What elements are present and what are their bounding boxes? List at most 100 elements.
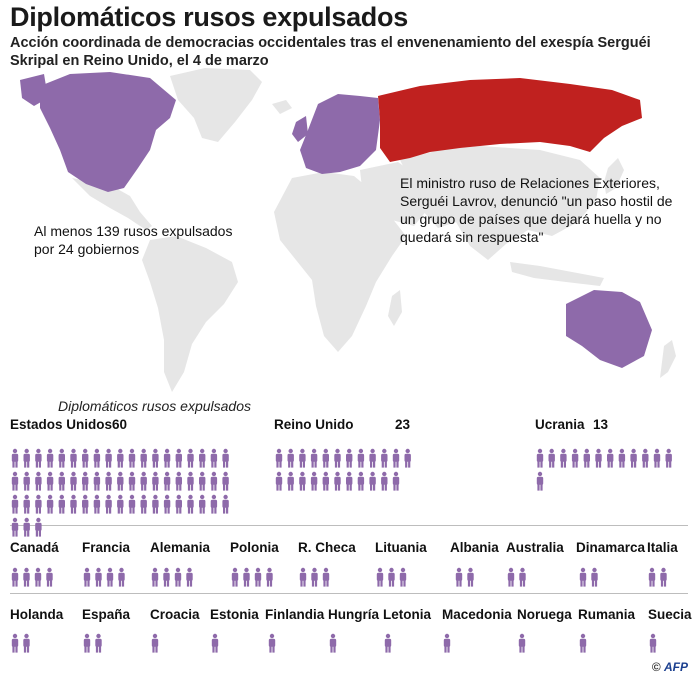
country-label: Suecia: [648, 607, 692, 622]
chart-title: Diplomáticos rusos expulsados: [10, 2, 408, 32]
afp-logo: AFP: [664, 660, 688, 674]
europe-shape: [300, 94, 380, 174]
diplomat-figure: [199, 471, 206, 491]
diplomat-figure: [175, 448, 182, 468]
country-label: Alemania: [150, 540, 211, 555]
country-label: Reino Unido: [274, 417, 354, 432]
diplomat-figure: [152, 471, 159, 491]
diplomat-figure: [117, 471, 124, 491]
country-label: Polonia: [230, 540, 279, 555]
diplomat-figure: [151, 567, 159, 587]
diplomat-figure: [128, 471, 136, 491]
diplomat-figure: [118, 567, 125, 587]
diplomat-figure: [11, 633, 19, 653]
diplomat-figure: [187, 494, 194, 514]
diplomat-figure: [346, 471, 353, 491]
diplomat-figure: [163, 567, 170, 587]
indonesia-shape: [510, 262, 604, 286]
diplomat-figure: [299, 471, 306, 491]
country-label: Hungría: [328, 607, 380, 622]
diplomat-figure: [163, 471, 171, 491]
country-label: Estonia: [210, 607, 259, 622]
diplomat-figure: [140, 471, 147, 491]
diplomat-figure: [310, 471, 318, 491]
diplomat-figure: [35, 448, 42, 468]
diplomat-figure: [299, 567, 307, 587]
diplomat-figure: [653, 448, 661, 468]
diplomat-figure: [404, 448, 411, 468]
diplomat-figure: [519, 567, 526, 587]
diplomat-figure: [222, 448, 229, 468]
country-label: Croacia: [150, 607, 200, 622]
greenland-shape: [170, 68, 262, 142]
diplomat-figure: [35, 494, 42, 514]
iceland-shape: [272, 100, 292, 114]
diplomat-figure: [82, 448, 89, 468]
diplomat-figure: [93, 471, 101, 491]
diplomat-figure: [536, 471, 544, 491]
diplomat-figure: [117, 494, 124, 514]
country-label: Macedonia: [442, 607, 512, 622]
diplomat-figure: [186, 567, 193, 587]
diplomat-figure: [560, 448, 567, 468]
diplomat-figure: [571, 448, 579, 468]
diplomat-figure: [254, 567, 262, 587]
diplomat-figure: [58, 471, 65, 491]
diplomat-figure: [174, 567, 182, 587]
diplomat-figure: [660, 567, 667, 587]
country-label: Letonia: [383, 607, 432, 622]
diplomat-figure: [23, 494, 30, 514]
lavrov-quote: El ministro ruso de Relaciones Exteriore…: [400, 175, 673, 245]
diplomat-figure: [82, 471, 89, 491]
north-america-shape: [40, 72, 176, 192]
credit: © AFP: [652, 660, 688, 674]
diplomat-figure: [23, 633, 30, 653]
diplomat-figure: [507, 567, 515, 587]
diplomat-figure: [140, 448, 147, 468]
diplomat-figure: [299, 448, 306, 468]
diplomat-figure: [175, 471, 182, 491]
asia-shape: [400, 146, 600, 260]
diplomat-figure: [579, 567, 587, 587]
diplomat-figure: [231, 567, 239, 587]
separator-line: [10, 593, 688, 594]
diplomat-figure: [222, 494, 229, 514]
diplomat-figure: [105, 448, 112, 468]
diplomat-figure: [83, 567, 91, 587]
diplomat-figure: [322, 471, 329, 491]
diplomat-figure: [381, 448, 388, 468]
diplomat-figure: [46, 471, 54, 491]
country-label: Holanda: [10, 607, 64, 622]
diplomat-figure: [266, 567, 273, 587]
diplomat-figure: [199, 448, 206, 468]
diplomat-figure: [310, 448, 318, 468]
diplomat-figure: [128, 448, 136, 468]
country-label: Canadá: [10, 540, 59, 555]
diplomat-figure: [93, 448, 101, 468]
diplomat-figure: [275, 471, 283, 491]
diplomat-figure: [384, 633, 392, 653]
diplomat-figure: [222, 471, 229, 491]
country-label: Italia: [647, 540, 678, 555]
diplomat-figure: [95, 633, 102, 653]
diplomat-figure: [46, 448, 54, 468]
diplomat-figure: [536, 448, 544, 468]
diplomat-figure: [11, 517, 19, 537]
diplomat-figure: [665, 448, 672, 468]
country-label: Dinamarca: [576, 540, 646, 555]
country-label: Francia: [82, 540, 131, 555]
diplomat-figure: [58, 448, 65, 468]
diplomat-figure: [648, 567, 656, 587]
diplomat-figure: [618, 448, 626, 468]
russia-shape: [378, 78, 642, 162]
country-label: Lituania: [375, 540, 427, 555]
diplomat-figure: [329, 633, 337, 653]
diplomat-figure: [187, 471, 194, 491]
diplomat-figure: [82, 494, 89, 514]
diplomat-figure: [152, 448, 159, 468]
diplomat-figure: [518, 633, 526, 653]
country-label: Australia: [506, 540, 564, 555]
diplomat-figure: [11, 448, 19, 468]
diplomat-figure: [388, 567, 395, 587]
